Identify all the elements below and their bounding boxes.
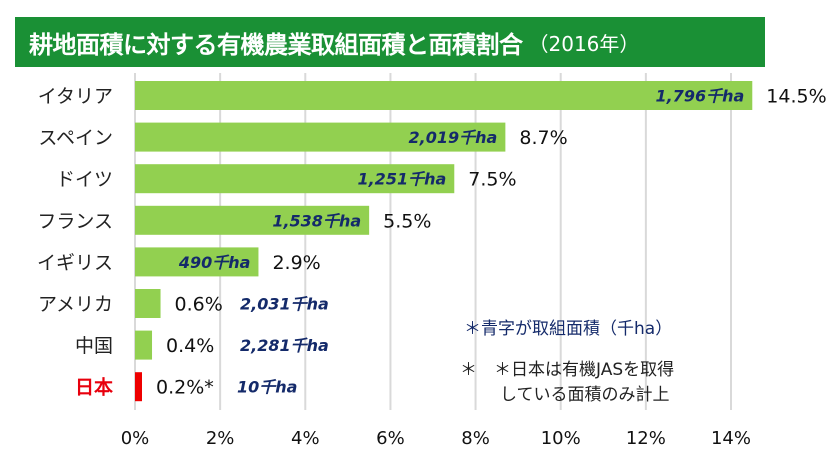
area-label: 1,251千ha: [357, 170, 446, 189]
bar: [135, 330, 153, 360]
value-label: 5.5%: [383, 210, 431, 232]
x-tick-label: 12%: [626, 428, 666, 449]
value-label: 2.9%: [272, 252, 320, 274]
notes: ＊青字が取組面積（千ha） ＊ ＊日本は有機JASを取得 している面積のみ計上: [460, 319, 674, 405]
x-tick-label: 4%: [291, 428, 320, 449]
x-axis-ticks: 0% 2% 4% 6% 8% 10% 12% 14%: [121, 428, 751, 449]
note-japan-line1: ＊ ＊日本は有機JASを取得: [460, 360, 674, 380]
category-label: 中国: [75, 335, 113, 357]
area-label: 2,281千ha: [240, 336, 329, 355]
category-label: イタリア: [38, 86, 113, 108]
value-label: 0.2%*: [156, 377, 214, 399]
area-label: 10千ha: [237, 378, 297, 397]
category-label: イギリス: [37, 252, 113, 274]
chart-title-bar: 耕地面積に対する有機農業取組面積と面積割合 （2016年）: [15, 17, 765, 67]
x-tick-label: 2%: [206, 428, 235, 449]
x-tick-label: 0%: [121, 428, 150, 449]
bar: [135, 81, 753, 110]
category-label: フランス: [37, 210, 113, 232]
area-label: 1,796千ha: [655, 87, 744, 106]
area-label: 1,538千ha: [272, 211, 361, 230]
bar: [135, 289, 161, 318]
area-label: 490千ha: [178, 253, 251, 272]
value-label: 0.4%: [166, 335, 214, 357]
category-label: ドイツ: [56, 169, 113, 191]
category-label: アメリカ: [38, 294, 113, 316]
category-label: スペイン: [38, 127, 113, 149]
bar: [135, 122, 506, 152]
value-label: 7.5%: [468, 169, 516, 191]
bar: [135, 372, 142, 402]
value-label: 8.7%: [519, 127, 567, 149]
area-label: 2,019千ha: [409, 128, 498, 147]
x-tick-label: 10%: [541, 428, 581, 449]
value-label: 0.6%: [175, 294, 223, 316]
value-label: 14.5%: [766, 86, 826, 108]
x-tick-label: 6%: [376, 428, 405, 449]
x-tick-label: 8%: [461, 428, 490, 449]
bars: [135, 81, 753, 402]
note-japan-line2: している面積のみ計上: [500, 385, 670, 405]
chart-subtitle: （2016年）: [528, 31, 640, 56]
note-blue-text: ＊青字が取組面積（千ha）: [464, 319, 672, 339]
bar: [135, 164, 455, 194]
chart-title: 耕地面積に対する有機農業取組面積と面積割合: [29, 30, 523, 59]
category-label: 日本: [75, 376, 113, 399]
area-label: 2,031千ha: [240, 295, 329, 314]
bar: [135, 247, 259, 277]
labels: イタリア 14.5% 1,796千ha スペイン 8.7% 2,019千ha ドイツ 7.5%…: [37, 86, 827, 399]
x-tick-label: 14%: [711, 428, 751, 449]
bar: [135, 205, 370, 235]
